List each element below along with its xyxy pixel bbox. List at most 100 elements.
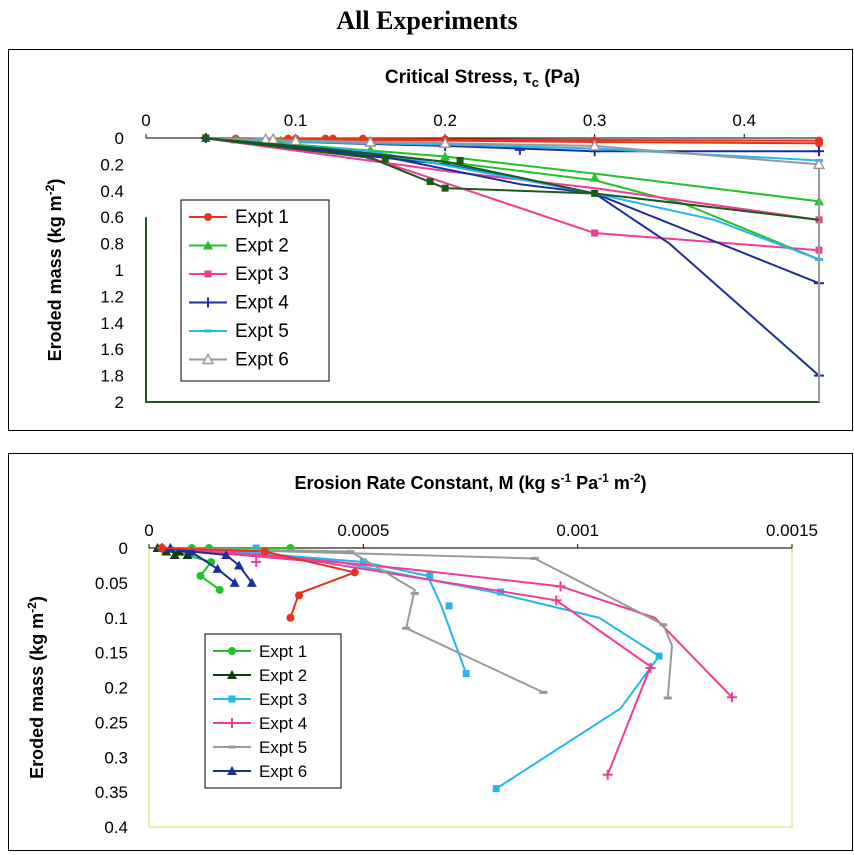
data-point <box>252 544 260 552</box>
y-tick-label: 0.35 <box>95 783 128 802</box>
data-point <box>591 229 599 237</box>
legend: Expt 1 Expt 2 Expt 3 Expt 4 Expt 5 Expt 6 <box>204 633 342 789</box>
data-point <box>815 139 823 148</box>
data-point <box>539 690 548 694</box>
data-point <box>229 577 240 587</box>
data-point <box>346 549 355 553</box>
x-tick-label: 0.2 <box>433 111 457 130</box>
data-point <box>196 571 205 580</box>
x-tick-label: 0 <box>144 521 153 540</box>
x-tick-label: 0.0015 <box>766 521 818 540</box>
y-tick-label: 0.8 <box>100 235 124 254</box>
data-point <box>812 157 826 170</box>
legend-item: Expt 2 <box>213 666 307 685</box>
data-point <box>438 136 452 149</box>
y-tick-label: 0.25 <box>95 713 128 732</box>
data-point <box>295 591 304 600</box>
x-tick-label: 0.0005 <box>337 521 389 540</box>
y-tick-label: 2 <box>115 393 124 412</box>
y-tick-label: 1.6 <box>100 340 124 359</box>
data-point <box>814 146 824 157</box>
x-tick-label: 0.3 <box>583 111 607 130</box>
legend-item: Expt 4 <box>213 714 307 733</box>
legend-marker <box>201 352 215 365</box>
y-tick-label: 0.2 <box>104 679 128 698</box>
data-point <box>215 585 224 594</box>
legend-label: Expt 2 <box>235 236 289 257</box>
data-point <box>202 134 210 142</box>
chart-title: Erosion Rate Constant, M (kg s-1 Pa-1 m-… <box>294 471 646 493</box>
y-tick-label: 0.6 <box>100 208 124 227</box>
data-point <box>410 591 419 595</box>
x-tick-label: 0.1 <box>284 111 308 130</box>
legend-marker <box>228 695 236 703</box>
data-point <box>602 769 613 780</box>
legend-item: Expt 3 <box>213 690 307 709</box>
y-tick-label: 0 <box>115 129 124 148</box>
x-tick-label: 0.001 <box>556 521 599 540</box>
series-expt-5 <box>161 547 673 700</box>
y-tick-label: 0.3 <box>104 748 128 767</box>
series-line <box>170 547 236 584</box>
data-point <box>663 696 672 700</box>
legend-marker <box>204 213 212 221</box>
y-tick-label: 0 <box>119 539 128 558</box>
legend-box <box>204 633 342 789</box>
data-point <box>212 563 223 573</box>
legend-item: Expt 1 <box>189 207 289 228</box>
data-point <box>286 613 295 622</box>
data-point <box>364 135 377 147</box>
legend-label: Expt 6 <box>235 350 289 371</box>
data-point <box>492 785 500 793</box>
y-axis-label: Eroded mass (kg m-2) <box>25 596 47 779</box>
legend-item: Expt 5 <box>189 321 289 342</box>
page-title: All Experiments <box>336 6 518 35</box>
legend-marker <box>228 647 236 655</box>
data-point <box>359 558 367 566</box>
data-point <box>655 652 663 660</box>
series-expt-6 <box>202 132 826 402</box>
series-line <box>202 137 595 195</box>
y-axis-label: Eroded mass (kg m-2) <box>43 179 65 362</box>
series-line <box>161 547 733 698</box>
chart-critical-stress: Critical Stress, τc (Pa) 0 0.1 0.2 0.3 0.4 0 0.… <box>43 67 826 412</box>
data-point <box>445 602 453 610</box>
series-unlabeled-6 <box>157 544 359 622</box>
legend-label: Expt 3 <box>259 690 307 709</box>
data-point <box>589 172 600 182</box>
legend-label: Expt 2 <box>259 666 307 685</box>
y-tick-label: 1.8 <box>100 367 124 386</box>
y-tick-label: 0.2 <box>100 155 124 174</box>
data-point <box>169 549 180 559</box>
data-point <box>426 572 434 580</box>
legend-item: Expt 2 <box>189 236 289 257</box>
chart-erosion-rate: Erosion Rate Constant, M (kg s-1 Pa-1 m-… <box>25 471 818 837</box>
legend-label: Expt 1 <box>259 642 307 661</box>
series-expt-6 <box>165 543 257 587</box>
data-point <box>260 547 269 556</box>
legend-marker <box>203 297 213 308</box>
y-tick-label: 0.05 <box>95 574 128 593</box>
chart-panel-critical-stress: Critical Stress, τc (Pa) 0 0.1 0.2 0.3 0.4 0 0.… <box>8 49 853 431</box>
legend: Expt 1 Expt 2 Expt 3 Expt 4 Expt 5 Expt 6 <box>180 199 330 382</box>
data-point <box>251 556 262 567</box>
data-point <box>157 544 166 552</box>
legend-marker <box>204 329 212 333</box>
data-point <box>726 692 737 703</box>
legend-item: Expt 5 <box>213 738 307 757</box>
legend-label: Expt 1 <box>235 207 289 228</box>
data-point <box>462 670 470 678</box>
data-point <box>591 189 599 197</box>
data-point <box>588 139 601 151</box>
y-tick-label: 1.2 <box>100 287 124 306</box>
data-point <box>645 662 656 673</box>
y-tick-label: 0.15 <box>95 644 128 663</box>
legend-marker <box>227 766 237 775</box>
legend-marker <box>228 745 236 749</box>
x-tick-label: 0 <box>141 111 150 130</box>
data-point <box>441 184 449 192</box>
data-point <box>350 568 359 577</box>
data-point <box>381 155 389 163</box>
legend-marker <box>203 240 213 250</box>
y-tick-label: 0.4 <box>100 182 124 201</box>
